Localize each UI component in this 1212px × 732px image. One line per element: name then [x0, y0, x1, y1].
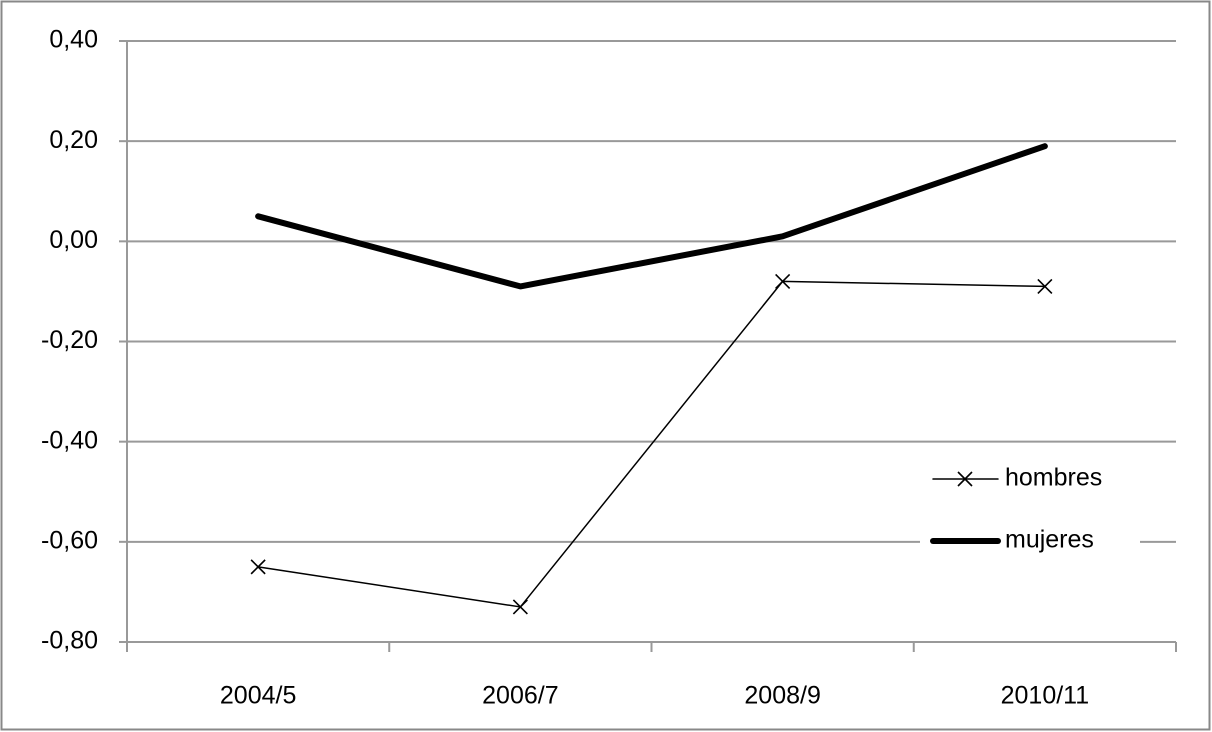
- legend-label: mujeres: [1005, 526, 1094, 554]
- marker: [1037, 278, 1053, 294]
- marker: [775, 273, 791, 289]
- legend-background: [920, 449, 1140, 573]
- series-line: [257, 280, 1046, 608]
- y-tick-label: -0,60: [41, 526, 98, 554]
- legend-label: hombres: [1005, 464, 1102, 492]
- x-tick-label: 2004/5: [220, 682, 296, 710]
- marker: [957, 471, 973, 487]
- x-tick-label: 2008/9: [744, 682, 820, 710]
- y-tick-label: -0,20: [41, 326, 98, 354]
- y-tick-label: -0,40: [41, 426, 98, 454]
- y-tick-label: 0,40: [49, 26, 98, 54]
- y-tick-label: 0,00: [49, 226, 98, 254]
- marker: [250, 559, 266, 575]
- y-tick-label: 0,20: [49, 126, 98, 154]
- x-tick-label: 2010/11: [1001, 682, 1090, 710]
- y-tick-label: -0,80: [41, 627, 98, 655]
- marker: [512, 599, 528, 615]
- series-line: [255, 143, 1048, 290]
- x-tick-label: 2006/7: [482, 682, 558, 710]
